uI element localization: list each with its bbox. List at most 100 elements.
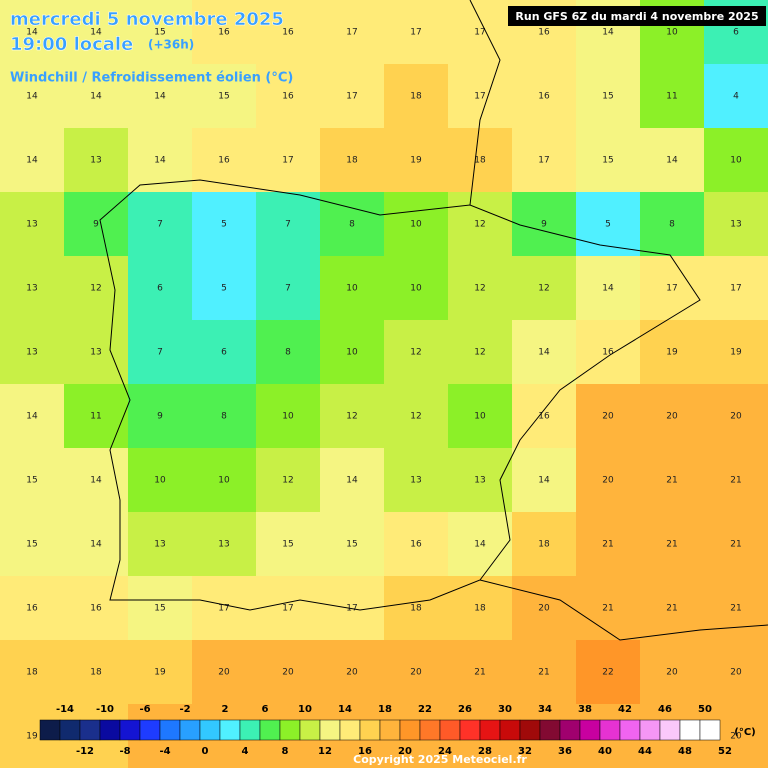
grid-cell [64, 0, 129, 65]
colorbar-box [659, 719, 681, 741]
cell-value: 16 [218, 156, 230, 166]
cell-value: 14 [538, 476, 550, 486]
cell-value: 16 [282, 28, 294, 38]
colorbar-box [439, 719, 461, 741]
grid-cell [512, 128, 577, 193]
cell-value: 13 [154, 540, 165, 550]
cell-value: 13 [90, 156, 101, 166]
grid-cell [0, 512, 65, 577]
cell-value: 13 [218, 540, 229, 550]
cell-value: 6 [733, 28, 739, 38]
cell-value: 20 [666, 668, 678, 678]
grid-cell [448, 256, 513, 321]
grid-cell [640, 448, 705, 513]
cell-value: 15 [26, 540, 37, 550]
cell-value: 14 [90, 92, 102, 102]
cell-value: 22 [602, 668, 613, 678]
grid-cell [0, 64, 65, 129]
grid-cell [256, 192, 321, 257]
cell-value: 5 [605, 220, 611, 230]
grid-cell [640, 64, 705, 129]
colorbar-box [179, 719, 201, 741]
cell-value: 15 [154, 604, 165, 614]
grid-cell [256, 512, 321, 577]
colorbar-label: 22 [418, 704, 432, 715]
cell-value: 11 [666, 92, 677, 102]
grid-cell [704, 512, 768, 577]
cell-value: 12 [346, 412, 357, 422]
grid-cell [384, 640, 449, 705]
cell-value: 12 [474, 220, 485, 230]
cell-value: 4 [733, 92, 739, 102]
cell-value: 16 [538, 28, 550, 38]
cell-value: 21 [474, 668, 485, 678]
colorbar-label: 8 [282, 746, 289, 757]
cell-value: 12 [474, 284, 485, 294]
cell-value: 12 [410, 348, 421, 358]
grid-cell [384, 128, 449, 193]
grid-cell [0, 320, 65, 385]
cell-value: 20 [602, 476, 614, 486]
grid-cell [384, 448, 449, 513]
grid-cell [640, 320, 705, 385]
colorbar-box [99, 719, 121, 741]
cell-value: 20 [666, 412, 678, 422]
cell-value: 14 [538, 348, 550, 358]
grid-cell [576, 512, 641, 577]
grid-cell [384, 384, 449, 449]
cell-value: 20 [538, 604, 550, 614]
run-label: Run GFS 6Z du mardi 4 novembre 2025 [515, 10, 758, 23]
colorbar-label: -8 [119, 746, 130, 757]
cell-value: 13 [26, 220, 37, 230]
grid-cell [64, 192, 129, 257]
cell-value: 15 [26, 476, 37, 486]
grid-cell [320, 640, 385, 705]
cell-value: 17 [282, 604, 293, 614]
grid-cell [256, 384, 321, 449]
cell-value: 14 [90, 476, 102, 486]
cell-value: 21 [666, 540, 677, 550]
cell-value: 20 [730, 668, 742, 678]
colorbar-box [39, 719, 61, 741]
cell-value: 21 [730, 540, 741, 550]
grid-cell [384, 256, 449, 321]
colorbar-label: 20 [398, 746, 412, 757]
colorbar-label: 10 [298, 704, 312, 715]
grid-cell [128, 384, 193, 449]
cell-value: 10 [474, 412, 486, 422]
cell-value: 10 [154, 476, 166, 486]
colorbar-box [519, 719, 541, 741]
cell-value: 17 [346, 92, 357, 102]
grid-cell [0, 128, 65, 193]
grid-cell [448, 192, 513, 257]
grid-cell [704, 64, 768, 129]
colorbar-box [139, 719, 161, 741]
grid-cell [384, 0, 449, 65]
grid-cell [320, 64, 385, 129]
colorbar-box [679, 719, 701, 741]
colorbar-box [599, 719, 621, 741]
grid-cell [448, 512, 513, 577]
cell-value: 8 [349, 220, 355, 230]
cell-value: 16 [218, 28, 230, 38]
cell-value: 10 [410, 220, 422, 230]
grid-cell [704, 128, 768, 193]
grid-cell [0, 256, 65, 321]
cell-value: 13 [90, 348, 101, 358]
colorbar-label: 6 [262, 704, 269, 715]
cell-value: 21 [602, 540, 613, 550]
cell-value: 20 [410, 668, 422, 678]
cell-value: 19 [26, 732, 38, 742]
cell-value: 14 [666, 156, 678, 166]
colorbar-label: -14 [56, 704, 74, 715]
colorbar-label: -6 [139, 704, 150, 715]
colorbar-label: -10 [96, 704, 114, 715]
cell-value: 21 [538, 668, 549, 678]
cell-value: 14 [154, 92, 166, 102]
cell-value: 13 [410, 476, 421, 486]
grid-cell [256, 448, 321, 513]
grid-cell [256, 0, 321, 65]
grid-cell [704, 320, 768, 385]
cell-value: 9 [93, 220, 99, 230]
